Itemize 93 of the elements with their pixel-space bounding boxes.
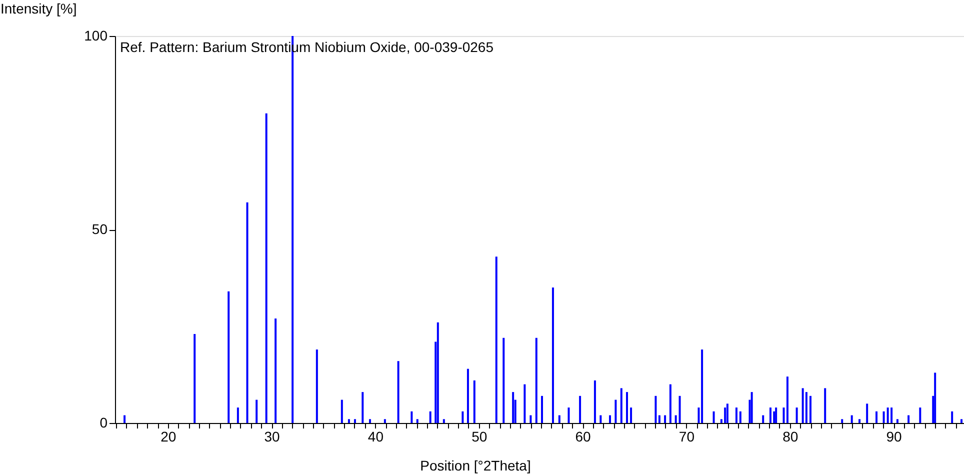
bar [558,415,560,423]
bar [436,322,439,423]
bar [654,396,657,423]
bar [362,392,364,423]
bar [726,404,728,423]
bar [552,288,554,423]
bar [739,411,742,423]
x-tick-label: 20 [160,428,176,444]
bar [882,411,885,423]
bar [809,396,812,423]
x-tick-label: 60 [575,428,592,444]
bar [512,392,514,423]
bar [416,419,418,423]
bar [712,411,715,423]
bar [466,368,469,423]
y-tick-label: 100 [84,28,108,44]
bar [410,411,413,423]
bar [194,334,196,423]
bar [669,384,672,423]
y-tick-label: 0 [100,414,108,430]
bar [805,392,808,423]
bar [858,419,861,423]
bar [886,408,889,423]
x-tick-label: 80 [782,428,798,444]
bar [850,415,853,423]
bar [773,411,776,423]
bar [124,415,126,423]
bar [876,411,878,423]
x-axis-title: Position [°2Theta] [420,458,531,474]
bar [535,338,538,423]
bar [354,419,356,423]
bar [724,408,726,423]
bar [579,396,582,423]
bar [236,408,239,423]
bar [384,419,386,423]
bar [841,419,844,423]
bar [866,404,868,423]
bar [369,419,372,423]
bar [951,411,954,423]
bar [265,113,268,423]
bar [658,415,660,423]
bar [701,349,704,423]
bar [429,411,432,423]
bar [256,400,258,423]
bar [934,372,936,423]
bar [782,408,785,423]
bar [762,415,764,423]
bar [786,376,788,423]
bar [919,408,922,423]
bar [473,380,476,423]
bar [594,380,596,423]
bar [769,408,772,423]
x-tick-label: 40 [368,428,384,444]
bar [775,408,778,423]
bar [442,419,445,423]
bar [796,408,798,423]
bar [674,415,677,423]
x-tick-label: 50 [472,428,488,444]
bar [664,415,666,423]
bar [540,396,543,423]
bar [735,408,738,423]
bar [397,361,400,423]
bar [630,408,632,423]
bar [620,388,622,423]
bar [495,256,498,423]
x-tick-label: 30 [264,428,280,444]
bar [750,392,753,423]
y-tick-label: 50 [92,221,108,237]
bar [524,384,526,423]
bar [228,291,230,423]
bar [316,349,318,423]
bar [626,392,628,423]
bar [802,388,804,423]
bar [678,396,681,423]
bar [960,419,963,423]
x-tick-label: 70 [678,428,695,444]
bar [530,415,532,423]
bar [274,318,277,423]
bar [246,202,248,423]
y-axis-title: Intensity [%] [0,0,77,16]
bar [502,338,505,423]
bar [890,408,893,423]
bar [614,400,617,423]
bar [462,411,464,423]
bar [896,419,898,423]
bar [908,415,910,423]
bar [568,408,570,423]
bar [340,400,343,423]
bar [608,415,611,423]
bar [600,415,602,423]
bar [824,388,826,423]
x-tick-label: 90 [886,428,902,444]
bar [348,419,350,423]
